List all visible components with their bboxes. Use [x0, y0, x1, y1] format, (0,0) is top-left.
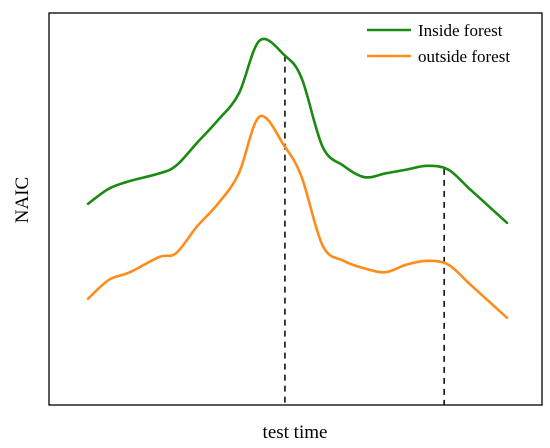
legend-label-1: Inside forest — [418, 21, 503, 40]
plot-frame — [48, 12, 543, 406]
y-axis-label: NAIC — [12, 177, 33, 223]
series-line-outside-forest — [86, 114, 509, 320]
series-lines — [86, 37, 509, 320]
x-axis-label: test time — [263, 422, 328, 443]
legend: Inside forest outside forest — [367, 21, 510, 66]
series-line-inside-forest — [86, 37, 509, 225]
reference-lines — [284, 55, 445, 405]
legend-label-2: outside forest — [418, 47, 510, 66]
